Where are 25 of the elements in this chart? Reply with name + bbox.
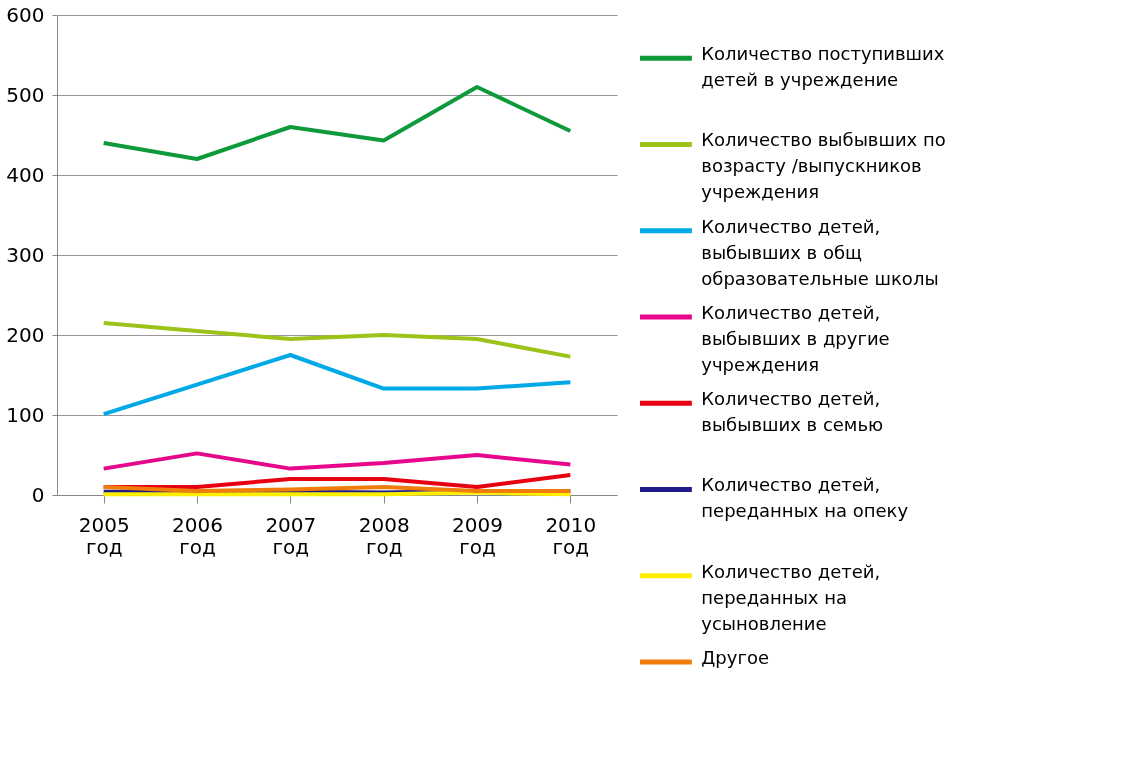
- x-tick-label: 2006 год: [172, 512, 223, 559]
- legend-label: Количество детей, выбывших в общ образовательные школы: [701, 215, 939, 289]
- x-tick-label: 2010 год: [545, 512, 597, 559]
- x-tick-label: 2008 год: [358, 512, 410, 559]
- line-series: [101, 321, 573, 359]
- line-series: [101, 353, 573, 417]
- y-tick-label: 300: [6, 242, 45, 267]
- y-tick-label: 200: [6, 322, 45, 347]
- legend-label: Количество детей, выбывших в семью: [701, 388, 884, 436]
- y-tick-label: 100: [6, 402, 45, 427]
- x-tick-label: 2009 год: [452, 512, 503, 559]
- x-tick-label: 2005 год: [78, 512, 130, 559]
- legend-label: Количество выбывших по возрасту /выпускников учреждения: [701, 129, 946, 203]
- y-tick-label: 500: [6, 82, 45, 107]
- y-tick-label: 400: [6, 162, 45, 187]
- legend-label: Количество детей, переданных на усыновление: [701, 560, 881, 634]
- line-series: [101, 85, 573, 161]
- legend-label: Другое: [701, 646, 769, 668]
- line-series: [101, 451, 573, 471]
- legend-label: Количество поступивших детей в учреждение: [701, 43, 945, 91]
- x-tick-label: 2007 год: [265, 512, 317, 559]
- y-tick-label: 600: [6, 2, 45, 27]
- legend-label: Количество детей, переданных на опеку: [701, 474, 909, 522]
- legend-label: Количество детей, выбывших в другие учреждения: [701, 301, 890, 375]
- y-tick-label: 0: [31, 482, 45, 507]
